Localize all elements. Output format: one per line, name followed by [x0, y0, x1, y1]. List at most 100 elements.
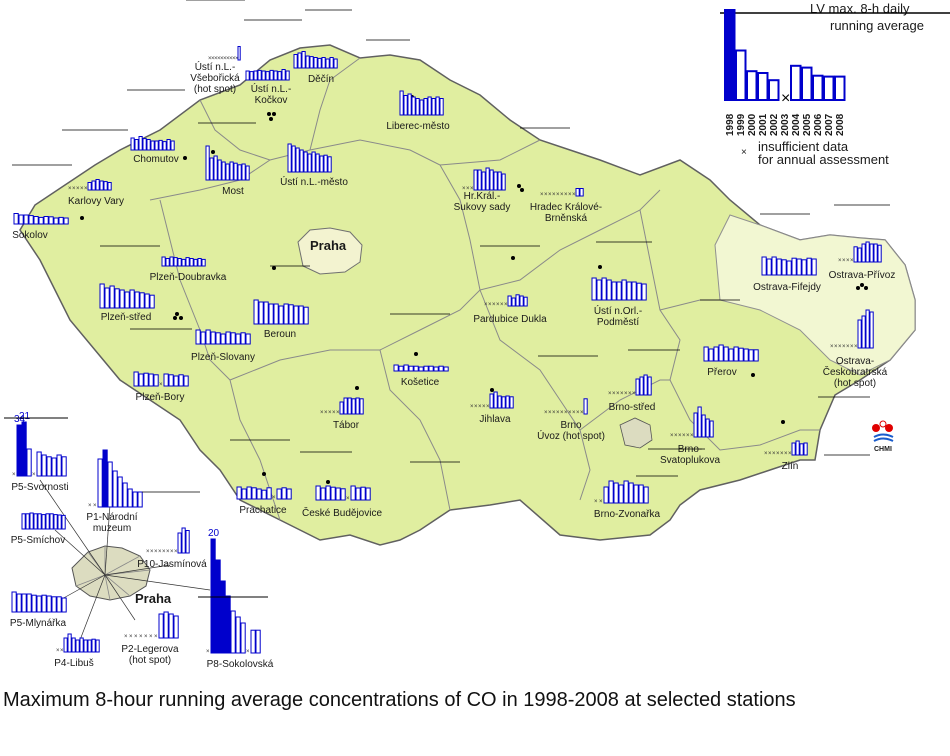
- station-bar: [16, 593, 22, 613]
- station-name: Liberec-město: [386, 121, 450, 132]
- station-bar: [643, 486, 649, 504]
- station-bar: [26, 448, 32, 477]
- station-bar: [861, 315, 866, 349]
- station-name: P5-Svornosti: [11, 482, 68, 493]
- station-bar: [21, 421, 27, 477]
- station-bar: [293, 54, 298, 69]
- station-bar: [501, 396, 506, 409]
- station-chart: × × × × ×Jihlava: [470, 391, 514, 425]
- insufficient-data-mark: ×: [834, 344, 838, 350]
- station-chart: Beroun: [253, 299, 309, 340]
- station-bar: [139, 292, 145, 309]
- station-bar: [317, 57, 322, 69]
- station-bar: [583, 398, 588, 415]
- station-bar: [138, 136, 143, 151]
- legend-year-label: 1999: [736, 113, 747, 136]
- station-bar: [393, 364, 399, 372]
- station-bar: [865, 241, 870, 263]
- station-bar: [281, 487, 287, 500]
- station-name: Brno Úvoz (hot spot): [537, 420, 605, 442]
- insufficient-data-mark: ×: [220, 56, 224, 62]
- station-bar: [41, 594, 47, 613]
- station-bar: [268, 303, 274, 325]
- station-bar: [257, 69, 262, 81]
- insufficient-data-mark: ×: [170, 549, 174, 555]
- station-bar: [297, 52, 302, 69]
- station-bar: [869, 243, 874, 263]
- station-bar: [46, 595, 52, 613]
- station-bar: [269, 69, 274, 81]
- insufficient-data-mark: ×: [780, 451, 784, 457]
- station-bar: [241, 488, 247, 500]
- station-bar: [91, 180, 96, 191]
- station-bar: [240, 332, 246, 345]
- station-bar: [220, 580, 226, 654]
- station-bar: [355, 397, 360, 415]
- praha-inset-label: Praha: [135, 591, 172, 606]
- station-bar: [229, 161, 234, 181]
- insufficient-data-mark: ×: [556, 192, 560, 198]
- insufficient-data-mark: ×: [560, 410, 564, 416]
- station-bar: [43, 216, 49, 225]
- station-bar: [616, 281, 622, 301]
- station-bar: [803, 442, 808, 456]
- station-bar: [225, 163, 230, 181]
- insufficient-data-mark: ×: [572, 192, 576, 198]
- station-bar: [230, 332, 236, 345]
- station-bar: [273, 70, 278, 81]
- station-name: Ostrava-Fifejdy: [753, 282, 821, 293]
- station-bar: [713, 346, 719, 362]
- insufficient-data-mark: ×: [612, 391, 616, 397]
- insufficient-data-mark: ×: [146, 549, 150, 555]
- station-bar: [350, 485, 356, 501]
- station-bar: [477, 169, 482, 191]
- station-bar: [611, 281, 617, 301]
- station-bar: [48, 216, 54, 225]
- station-bar: [360, 486, 366, 501]
- station-bar: [635, 378, 640, 396]
- legend-year-label: 2008: [835, 113, 846, 136]
- station-bar: [325, 485, 331, 501]
- insufficient-data-mark: ×: [474, 404, 478, 410]
- station-bar: [236, 486, 242, 500]
- station-bar: [701, 414, 706, 438]
- insufficient-data-mark: ×: [336, 410, 340, 416]
- station-bar: [857, 247, 862, 263]
- station-bar: [493, 171, 498, 191]
- legend-insufficient-mark: ×: [781, 90, 790, 107]
- station-bar: [107, 182, 112, 191]
- insufficient-data-mark: ×: [158, 549, 162, 555]
- insufficient-data-mark: ×: [174, 549, 178, 555]
- station-bar: [13, 213, 19, 225]
- legend-bar: [735, 49, 747, 101]
- insufficient-data-mark: ×: [678, 433, 682, 439]
- station-bar: [134, 139, 139, 151]
- brno-area: [619, 417, 653, 449]
- station-bar: [618, 484, 624, 504]
- station-chart: P5-Smíchov: [11, 512, 66, 546]
- insufficient-data-mark: ×: [564, 410, 568, 416]
- station-chart: × × × × ×Tábor: [320, 397, 364, 431]
- insufficient-data-mark: ×: [478, 404, 482, 410]
- insufficient-data-mark: ×: [470, 186, 474, 192]
- station-name: Brno-Zvonařka: [594, 509, 661, 520]
- station-bar: [230, 610, 236, 654]
- station-bar: [23, 214, 29, 225]
- station-name: Chomutov: [133, 154, 179, 165]
- insufficient-data-mark: ×: [129, 634, 133, 640]
- station-bar: [197, 258, 202, 267]
- station-bar: [119, 289, 125, 309]
- insufficient-data-mark: ×: [80, 186, 84, 192]
- station-bar: [281, 69, 286, 81]
- station-bar: [75, 639, 80, 653]
- station-bar: [733, 346, 739, 362]
- station-bar: [250, 629, 256, 654]
- map-guide-lines: [12, 0, 890, 493]
- station-name: Tábor: [333, 420, 360, 431]
- station-bar: [181, 527, 186, 554]
- station-bar: [423, 98, 428, 116]
- station-bar: [501, 173, 506, 191]
- station-bar: [298, 305, 304, 325]
- station-bar: [154, 140, 159, 151]
- legend-year-label: 1998: [725, 113, 736, 136]
